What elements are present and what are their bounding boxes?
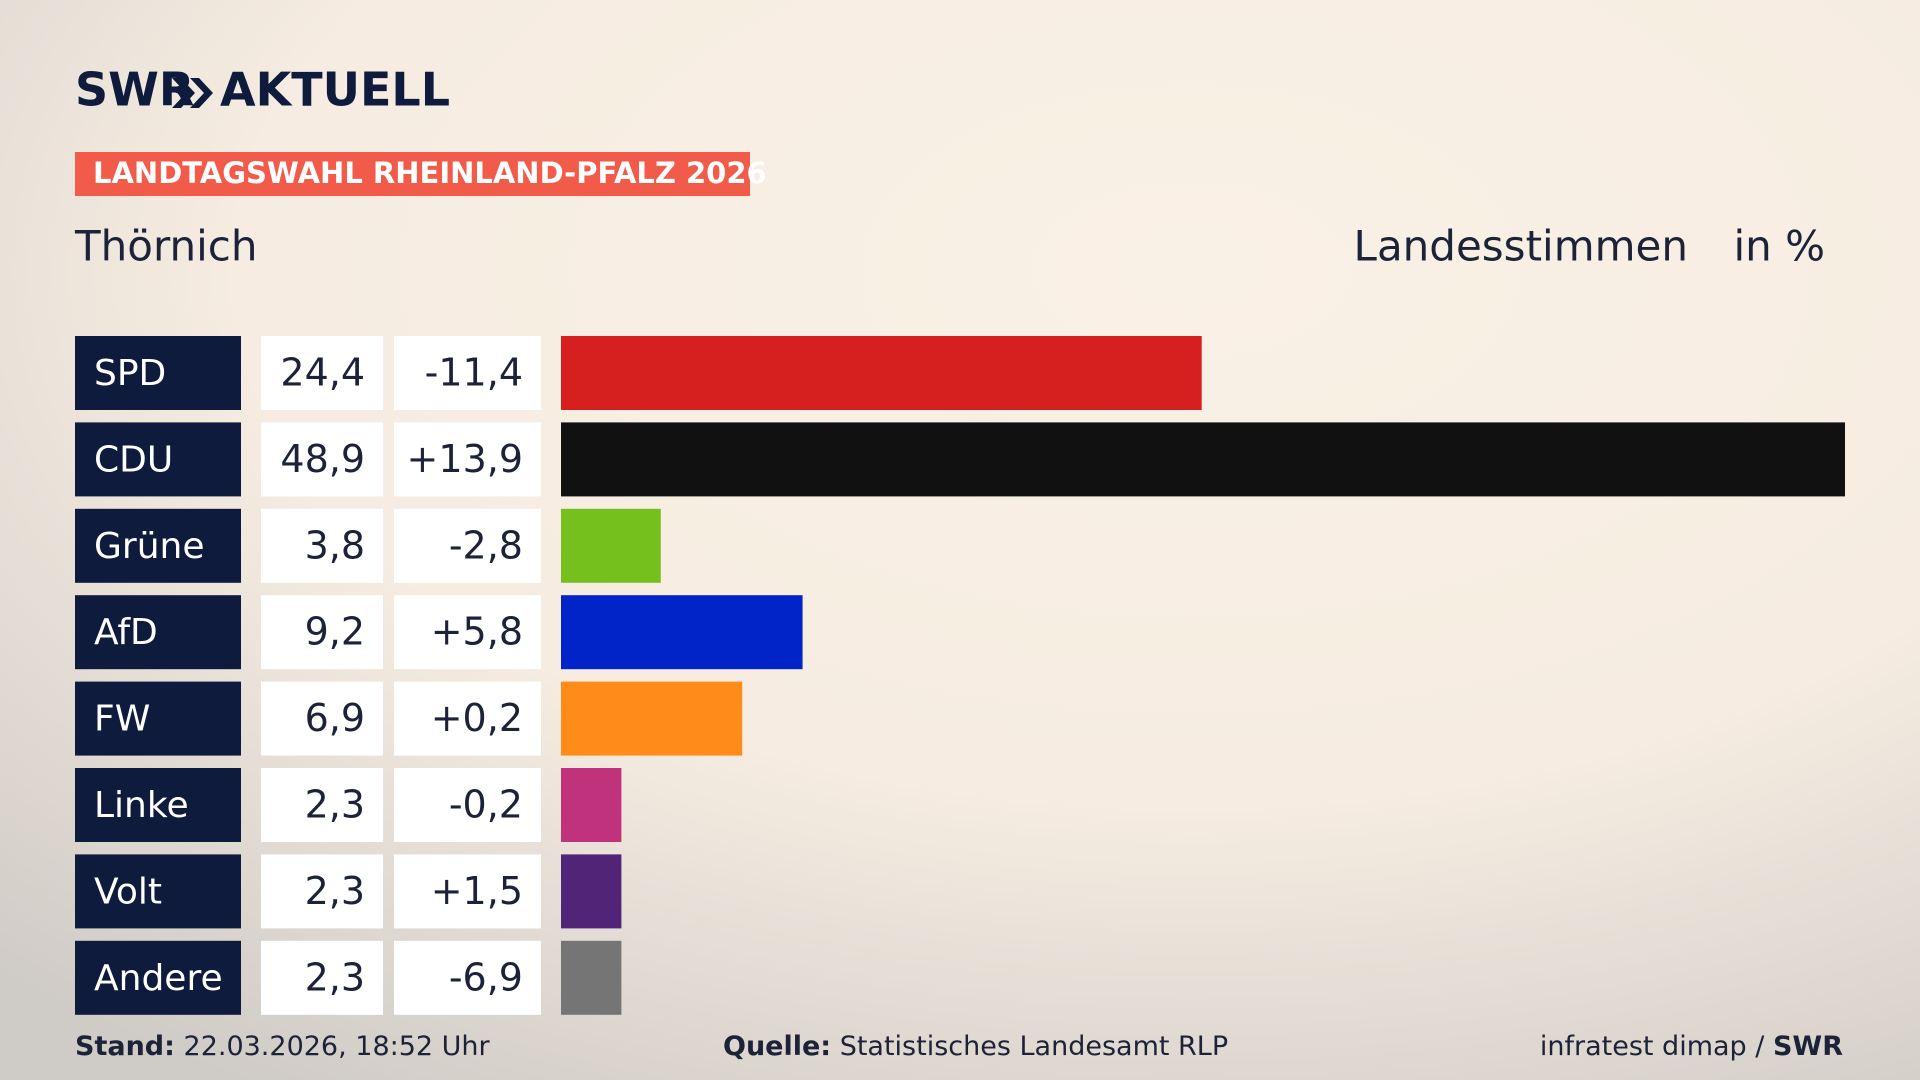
credit: infratest dimap / [1540,1031,1765,1062]
party-label: AfD [94,612,158,653]
value-label: 3,8 [305,523,365,567]
value-label: 24,4 [280,351,365,395]
value-label: 9,2 [305,610,365,654]
value-label: 6,9 [305,696,365,740]
bar [561,681,743,756]
source: Statistisches Landesamt RLP [840,1031,1228,1062]
logo-product: AKTUELL [220,63,450,117]
party-label: Volt [94,871,162,912]
party-box [75,681,241,756]
bar [561,854,622,929]
unit-label: in % [1733,222,1825,271]
change-cell [394,422,541,497]
party-box [75,854,241,929]
bar [561,336,1202,410]
footer-stand: Stand: 22.03.2026, 18:52 Uhr [75,1031,491,1062]
kicker: LANDTAGSWAHL RHEINLAND-PFALZ 2026 [93,156,767,190]
value-cell [261,940,383,1015]
value-label: 48,9 [280,437,365,481]
bar [561,595,803,670]
bar [561,768,622,842]
party-box [75,768,241,842]
value-cell [261,854,383,929]
change-label: +1,5 [431,869,523,913]
value-cell [261,595,383,670]
value-label: 2,3 [305,783,365,827]
change-cell [394,854,541,929]
party-box [75,508,241,583]
chart-title: Thörnich [74,222,258,271]
change-label: -6,9 [449,955,523,999]
bar [561,422,1845,497]
value-label: 2,3 [305,869,365,913]
party-label: SPD [94,353,166,394]
value-cell [261,508,383,583]
value-cell [261,681,383,756]
change-cell [394,681,541,756]
bar [561,508,661,583]
change-cell [394,768,541,842]
change-label: +5,8 [431,610,523,654]
source-label: Quelle: [723,1031,831,1062]
value-cell [261,422,383,497]
party-label: Linke [94,785,189,826]
change-cell [394,595,541,670]
footer-source: Quelle: Statistisches Landesamt RLP [723,1031,1228,1062]
party-label: CDU [94,439,173,480]
value-cell [261,336,383,410]
change-cell [394,336,541,410]
subtitle: Landesstimmen [1354,222,1688,271]
change-label: +13,9 [407,437,523,481]
change-label: -0,2 [449,783,523,827]
party-box [75,940,241,1015]
party-box [75,336,241,410]
party-label: Andere [94,958,223,999]
party-label: FW [94,699,150,740]
change-cell [394,508,541,583]
change-label: -11,4 [425,351,523,395]
bar [561,940,622,1015]
change-label: -2,8 [449,523,523,567]
change-cell [394,940,541,1015]
value-label: 2,3 [305,955,365,999]
logo-brand: SWR [75,63,194,117]
kicker-box [75,152,750,196]
stand-label: Stand: [75,1031,175,1062]
value-cell [261,768,383,842]
footer-credit: infratest dimap / SWR [1540,1031,1843,1062]
party-box [75,595,241,670]
change-label: +0,2 [431,696,523,740]
party-label: Grüne [94,526,204,567]
credit-brand: SWR [1773,1031,1843,1062]
logo-chevrons [172,78,213,108]
party-box [75,422,241,497]
stand: 22.03.2026, 18:52 Uhr [184,1031,491,1062]
